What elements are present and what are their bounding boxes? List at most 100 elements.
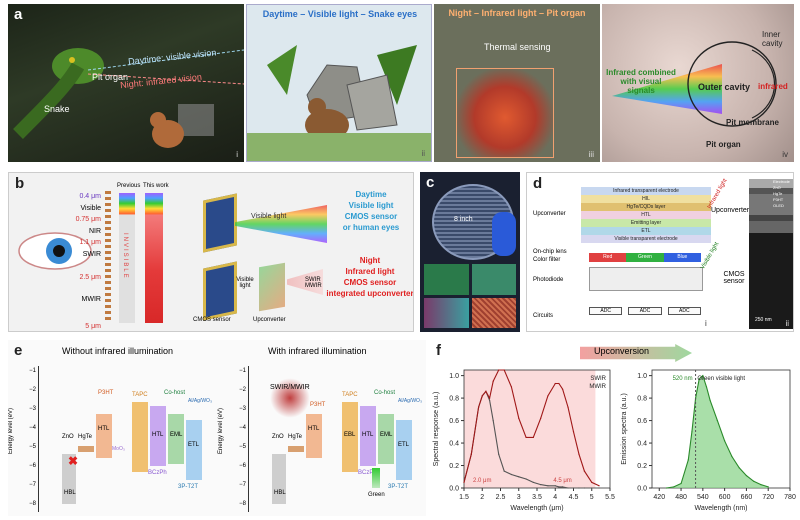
ytick: −3: [239, 406, 246, 412]
data-point: [698, 378, 700, 380]
data-point: [572, 487, 575, 489]
adc-box: ADC: [589, 307, 623, 315]
upconversion-arrow: [580, 344, 692, 362]
y-tick-label: 0.0: [637, 486, 647, 493]
sem-labels: Electrode ZnO HgTe P3HT OLED: [773, 179, 790, 209]
ytick: −5: [29, 444, 36, 450]
band-etl-r: [396, 420, 412, 480]
lbl-ebl-r: EBL: [344, 432, 356, 438]
data-point: [518, 417, 520, 419]
daytime-scene-title: Daytime – Visible light – Snake eyes: [262, 9, 418, 19]
panel-a-iv: Infrared combined with visual signals Ou…: [602, 4, 794, 162]
ytick: −1: [29, 368, 36, 374]
data-point: [578, 487, 580, 489]
legend-swir: SWIR: [590, 376, 606, 382]
layer-6: Visible transparent electrode: [581, 235, 711, 243]
night-scene-title: Night – Infrared light – Pit organ: [448, 8, 586, 18]
legend-mwir: MWIR: [589, 384, 606, 390]
y-tick-label: 0.6: [637, 418, 647, 425]
cmos-chip-top: [203, 193, 237, 253]
lbl-etl: ETL: [188, 442, 200, 448]
data-point: [525, 478, 527, 480]
panel-a-label: a: [14, 6, 23, 23]
daytime-text: Daytime Visible light CMOS sensor or hum…: [329, 189, 413, 233]
series-line-mwir: [463, 369, 600, 487]
pit-membrane-label: Pit membrane: [726, 118, 779, 127]
data-point: [578, 453, 580, 455]
lbl-3pt2t: 3P-T2T: [178, 484, 199, 490]
lbl-htl-r: HTL: [308, 426, 320, 432]
band-htl-left: [96, 414, 112, 458]
panel-a-iii: Night – Infrared light – Pit organ Therm…: [434, 4, 600, 162]
data-point: [598, 485, 600, 487]
pit-organ-label: Pit organ: [92, 72, 129, 82]
data-point: [532, 436, 534, 439]
data-point: [673, 486, 675, 488]
lbl-p3ht: P3HT: [98, 390, 114, 396]
panel-e-label: e: [14, 342, 23, 359]
data-point: [567, 487, 569, 489]
wl-7: MWIR: [81, 295, 101, 303]
left-diagram-title: Without infrared illumination: [62, 346, 174, 356]
circuits-label: Circuits: [533, 313, 554, 319]
outer-cavity-label: Outer cavity: [698, 82, 751, 92]
visible-beam: [235, 205, 327, 243]
swir-mwir-e-label: SWIR/MWIR: [270, 384, 310, 391]
night-line-3: integrated upconverter: [326, 289, 414, 298]
lbl-hbl: HBL: [64, 490, 76, 496]
daytime-line-1: Visible light: [348, 201, 394, 210]
chip-array: [424, 264, 516, 328]
wavelength-list: 0.4 μm Visible 0.75 μm NIR 1.1 μm SWIR 2…: [59, 191, 101, 331]
adc-row: ADC ADC ADC: [589, 307, 701, 315]
data-point: [470, 453, 472, 455]
lbl-alag-r: Al/Ag/WO₃: [398, 398, 422, 404]
lbl-cohost: Co-host: [164, 390, 186, 396]
sem-4: OLED: [773, 203, 784, 208]
data-point: [705, 386, 708, 388]
x-tick-label: 4: [553, 494, 557, 501]
layer-0: Infrared transparent electrode: [581, 187, 711, 195]
wl-2: 0.75 μm: [75, 216, 101, 223]
data-point: [753, 480, 755, 482]
data-point: [510, 386, 513, 388]
data-point: [561, 388, 564, 390]
wl-8: 5 μm: [85, 323, 101, 330]
lbl-htl2: HTL: [152, 432, 164, 438]
layer-1: HIL: [581, 195, 711, 203]
data-point: [709, 399, 711, 401]
ytick: −7: [29, 482, 36, 488]
pit-organ-diagram: [612, 41, 777, 127]
lbl-alag: Al/Ag/WO₃: [188, 398, 212, 404]
y-tick-label: 0.4: [449, 441, 459, 448]
y-tick-label: 1.0: [449, 373, 459, 380]
upconverter-stack-label: Upconverter: [533, 211, 566, 217]
lbl-eml: EML: [170, 432, 183, 438]
adc-box: ADC: [628, 307, 662, 315]
wl-3: NIR: [88, 227, 101, 235]
data-point: [745, 475, 748, 477]
chip-tile: [471, 297, 516, 328]
inner-cavity-label: Inner cavity: [762, 30, 783, 48]
ytick: −2: [239, 387, 246, 393]
band-tapc: [132, 402, 148, 472]
sem-2: HgTe: [773, 191, 783, 196]
this-work-label: This work: [143, 183, 169, 189]
band-eml-r: [378, 414, 394, 464]
glove: [492, 212, 516, 256]
x-tick-label: 5: [590, 494, 594, 501]
y-tick-label: 1.0: [637, 373, 647, 380]
lbl-bczph: BCzPh: [148, 470, 167, 476]
data-point: [498, 369, 500, 371]
lbl-bczph-r: BCzPh: [358, 470, 377, 476]
lbl-hgte-r: HgTe: [288, 434, 303, 440]
wl-4: 1.1 μm: [79, 239, 101, 246]
x-tick-label: 2: [480, 494, 484, 501]
lbl-hbl-r: HBL: [274, 490, 286, 496]
x-tick-label: 3.5: [532, 494, 542, 501]
data-point: [540, 417, 542, 419]
lbl-eml-r: EML: [380, 432, 393, 438]
y-ticks-left: −1 −2 −3 −4 −5 −6 −7 −8: [22, 362, 36, 514]
x-axis-label: Wavelength (μm): [510, 505, 563, 512]
upconverter-right-label: Upconverter: [711, 207, 750, 214]
wl-6: 2.5 μm: [79, 274, 101, 281]
